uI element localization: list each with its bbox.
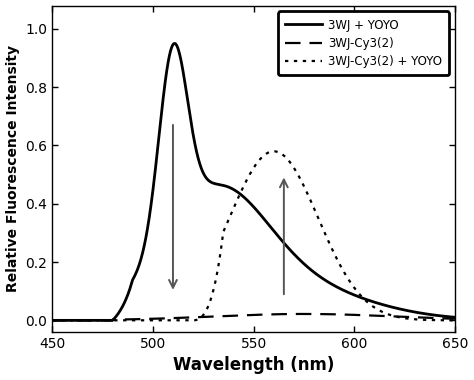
- Line: 3WJ + YOYO: 3WJ + YOYO: [52, 43, 455, 320]
- Line: 3WJ-Cy3(2) + YOYO: 3WJ-Cy3(2) + YOYO: [52, 151, 455, 320]
- 3WJ-Cy3(2) + YOYO: [441, 318, 447, 323]
- 3WJ-Cy3(2) + YOYO: [271, 149, 276, 154]
- 3WJ-Cy3(2): [245, 313, 251, 317]
- 3WJ + YOYO: [49, 318, 55, 323]
- 3WJ-Cy3(2): [441, 316, 447, 321]
- 3WJ-Cy3(2): [301, 312, 307, 316]
- 3WJ-Cy3(2): [235, 313, 240, 318]
- 3WJ-Cy3(2) + YOYO: [235, 197, 240, 202]
- X-axis label: Wavelength (nm): Wavelength (nm): [173, 356, 334, 374]
- 3WJ-Cy3(2): [452, 317, 458, 321]
- 3WJ + YOYO: [441, 314, 447, 318]
- 3WJ + YOYO: [172, 41, 177, 46]
- 3WJ + YOYO: [246, 199, 251, 204]
- 3WJ + YOYO: [235, 190, 240, 194]
- 3WJ + YOYO: [367, 298, 373, 303]
- 3WJ-Cy3(2) + YOYO: [245, 175, 251, 180]
- 3WJ-Cy3(2) + YOYO: [367, 302, 373, 306]
- 3WJ-Cy3(2) + YOYO: [441, 318, 447, 323]
- 3WJ-Cy3(2) + YOYO: [49, 318, 55, 323]
- 3WJ-Cy3(2) + YOYO: [70, 318, 75, 323]
- 3WJ-Cy3(2): [441, 316, 447, 321]
- 3WJ + YOYO: [452, 315, 458, 320]
- 3WJ + YOYO: [441, 314, 447, 318]
- 3WJ-Cy3(2): [49, 318, 55, 323]
- 3WJ-Cy3(2) + YOYO: [452, 318, 458, 323]
- Line: 3WJ-Cy3(2): 3WJ-Cy3(2): [52, 314, 455, 320]
- 3WJ-Cy3(2): [367, 313, 373, 318]
- 3WJ + YOYO: [70, 318, 75, 323]
- 3WJ-Cy3(2): [70, 318, 75, 323]
- Y-axis label: Relative Fluorescence Intensity: Relative Fluorescence Intensity: [6, 45, 19, 292]
- Legend: 3WJ + YOYO, 3WJ-Cy3(2), 3WJ-Cy3(2) + YOYO: 3WJ + YOYO, 3WJ-Cy3(2), 3WJ-Cy3(2) + YOY…: [277, 11, 449, 75]
